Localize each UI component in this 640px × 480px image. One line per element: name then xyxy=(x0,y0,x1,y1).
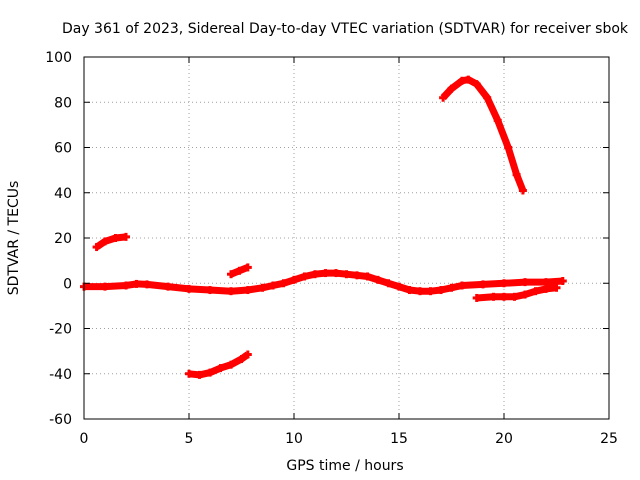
y-tick-label: -60 xyxy=(49,412,72,428)
x-tick-label: 5 xyxy=(185,431,194,447)
data-point xyxy=(542,284,550,293)
data-point xyxy=(290,275,298,284)
data-point xyxy=(472,80,481,89)
tick-layer: 0 5 10 15 20 25 -60 -40 -20 0 20 40 60 80 100 xyxy=(45,50,618,447)
y-tick-label: 100 xyxy=(45,50,72,66)
y-axis-label: SDTVAR / TECUs xyxy=(6,181,22,296)
series-main-band xyxy=(84,269,564,295)
data-point xyxy=(206,286,214,295)
x-axis-label: GPS time / hours xyxy=(286,458,403,474)
x-tick-label: 0 xyxy=(80,431,89,447)
y-tick-label: 0 xyxy=(63,276,72,292)
data-point xyxy=(237,355,246,364)
data-point xyxy=(395,282,403,291)
data-point xyxy=(521,278,529,287)
plot-frame xyxy=(83,56,610,420)
data-point xyxy=(416,287,424,296)
x-tick-label: 10 xyxy=(285,431,303,447)
data-point xyxy=(447,84,456,93)
data-point xyxy=(518,186,527,195)
y-tick-label: 40 xyxy=(54,186,72,202)
chart-title: Day 361 of 2023, Sidereal Day-to-day VTE… xyxy=(62,21,629,37)
data-point xyxy=(227,270,235,279)
data-point xyxy=(500,279,508,288)
data-point xyxy=(206,368,214,377)
data-point xyxy=(185,284,193,293)
data-point xyxy=(489,292,498,301)
data-point xyxy=(479,280,487,289)
data-point xyxy=(92,243,101,252)
data-point xyxy=(269,281,277,290)
data-point xyxy=(353,271,361,280)
data-point xyxy=(439,93,448,102)
data-point xyxy=(111,234,120,242)
data-point xyxy=(311,270,319,279)
data-point xyxy=(521,290,529,299)
data-point xyxy=(504,143,513,152)
y-tick-label: -20 xyxy=(49,322,72,338)
data-point xyxy=(542,278,550,287)
data-point xyxy=(235,266,244,275)
data-point xyxy=(531,287,540,296)
data-point xyxy=(552,283,561,292)
data-point xyxy=(216,364,225,373)
data-point xyxy=(227,360,235,369)
data-point xyxy=(405,286,414,295)
data-point xyxy=(464,75,473,84)
data-point xyxy=(195,370,204,379)
data-point xyxy=(258,283,267,292)
series-high-arc xyxy=(440,76,527,192)
data-point xyxy=(101,237,109,246)
data-point xyxy=(493,116,502,125)
data-point xyxy=(472,293,481,302)
data-point xyxy=(447,283,456,292)
grid-layer xyxy=(84,57,609,419)
data-point xyxy=(342,270,351,279)
data-point xyxy=(143,280,151,289)
data-point xyxy=(243,263,252,272)
data-point xyxy=(227,287,235,296)
data-point xyxy=(458,281,466,290)
data-point xyxy=(558,276,567,285)
x-tick-label: 15 xyxy=(390,431,408,447)
series-layer xyxy=(80,75,567,379)
data-point xyxy=(363,272,372,281)
data-point xyxy=(279,279,288,288)
data-point xyxy=(384,279,393,288)
data-point xyxy=(101,282,109,291)
y-tick-label: 60 xyxy=(54,141,72,157)
data-point xyxy=(185,369,193,378)
data-point xyxy=(321,269,330,278)
x-tick-label: 20 xyxy=(495,431,513,447)
data-point xyxy=(332,269,340,278)
data-point xyxy=(243,286,252,295)
x-tick-label: 25 xyxy=(600,431,618,447)
data-point xyxy=(164,282,172,291)
data-point xyxy=(512,170,521,179)
y-tick-label: 20 xyxy=(54,231,72,247)
data-point xyxy=(426,287,435,296)
data-point xyxy=(132,279,141,288)
data-point xyxy=(510,292,519,301)
data-point xyxy=(122,281,130,290)
data-point xyxy=(437,286,445,295)
data-point xyxy=(300,272,309,281)
data-point xyxy=(500,292,508,301)
data-point xyxy=(243,350,252,359)
data-point xyxy=(122,232,130,241)
y-tick-label: -40 xyxy=(49,367,72,383)
y-tick-label: 80 xyxy=(54,95,72,111)
data-point xyxy=(483,93,492,102)
series-early-arc xyxy=(94,233,127,250)
data-point xyxy=(374,275,382,284)
